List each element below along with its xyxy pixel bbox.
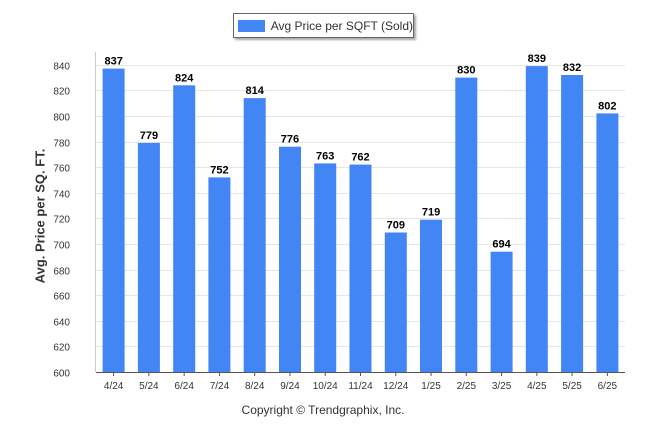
y-tick-label: 680 (53, 267, 70, 278)
y-tick-labels: 600 620 640 660 680 700 720 740 760 780 800 820 840 (53, 62, 70, 380)
x-tick-label: 6/25 (598, 381, 618, 392)
x-tick-label: 8/24 (245, 381, 265, 392)
bar (137, 142, 160, 372)
y-tick-label: 820 (53, 87, 70, 98)
legend-label: Avg Price per SQFT (Sold) (270, 18, 413, 33)
data-label: 709 (387, 219, 405, 231)
x-tick-label: 11/24 (348, 381, 373, 392)
x-tick-label: 7/24 (210, 381, 230, 392)
bar (314, 163, 337, 372)
y-tick-label: 720 (53, 215, 70, 226)
y-axis-label: Avg. Price per SQ. FT. (32, 148, 48, 284)
bar (384, 232, 407, 372)
y-tick-label: 800 (53, 113, 70, 124)
y-tick-label: 620 (53, 343, 70, 354)
data-label: 824 (175, 72, 194, 84)
x-tick-label: 4/25 (527, 381, 547, 392)
bar (279, 146, 301, 372)
y-tick-label: 780 (53, 139, 70, 150)
x-tick-label: 1/25 (421, 381, 441, 392)
bars (102, 66, 619, 373)
data-labels: 837 779 824 752 814 776 763 762 709 719 830 694 839 8… (104, 53, 616, 251)
data-label: 779 (140, 130, 158, 142)
y-tick-label: 600 (53, 369, 70, 380)
legend-swatch (238, 19, 265, 32)
x-tick-label: 2/25 (457, 381, 477, 392)
x-tick-label: 9/24 (280, 381, 300, 392)
y-tick-label: 740 (53, 190, 70, 201)
data-label: 762 (351, 152, 369, 164)
x-tick-label: 3/25 (492, 381, 512, 392)
x-tick-label: 12/24 (383, 381, 408, 392)
data-label: 839 (528, 53, 546, 65)
axes (95, 52, 625, 376)
bar (420, 219, 442, 372)
data-label: 837 (104, 56, 122, 68)
data-label: 830 (457, 65, 475, 77)
x-tick-label: 4/24 (104, 381, 124, 392)
x-tick-label: 5/24 (139, 381, 159, 392)
bar (525, 66, 548, 372)
data-label: 832 (563, 62, 581, 74)
bar (208, 177, 231, 372)
data-label: 719 (422, 207, 440, 219)
x-tick-label: 5/25 (562, 381, 582, 392)
bar (455, 77, 478, 372)
bar (243, 98, 266, 372)
legend[interactable]: Avg Price per SQFT (Sold) (233, 13, 414, 38)
bar (596, 113, 619, 373)
bar (490, 251, 513, 372)
x-tick-labels: 4/24 5/24 6/24 7/24 8/24 9/24 10/24 11/24 12/24 1… (104, 381, 618, 392)
copyright-footer: Copyright © Trendgraphix, Inc. (241, 403, 405, 417)
data-label: 694 (492, 239, 511, 251)
bar (173, 85, 196, 373)
bar (349, 164, 372, 372)
y-tick-label: 640 (53, 318, 70, 329)
data-label: 802 (598, 100, 616, 112)
y-tick-label: 840 (53, 62, 70, 73)
data-label: 776 (281, 134, 299, 146)
bar (102, 68, 125, 372)
data-label: 814 (246, 85, 265, 97)
bar (561, 75, 584, 372)
y-tick-label: 760 (53, 164, 70, 175)
y-tick-label: 660 (53, 292, 70, 303)
data-label: 763 (316, 150, 334, 162)
data-label: 752 (210, 164, 228, 176)
x-tick-label: 6/24 (174, 381, 194, 392)
x-tick-label: 10/24 (313, 381, 338, 392)
y-tick-label: 700 (53, 241, 70, 252)
